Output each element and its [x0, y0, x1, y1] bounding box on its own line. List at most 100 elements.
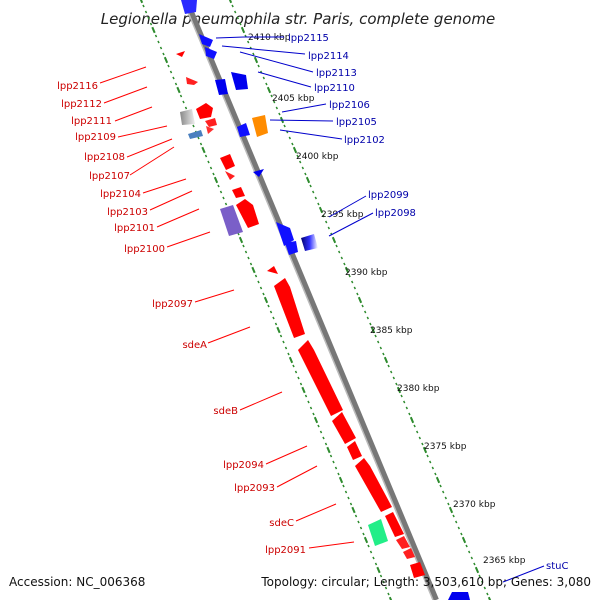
gene-label-lpp2114[interactable]: lpp2114	[308, 51, 349, 62]
gene-lpp2101b[interactable]	[236, 199, 259, 228]
outer-tick	[357, 296, 363, 304]
kbp-label: 2400 kbp	[296, 152, 339, 162]
gene-2110b[interactable]	[215, 79, 228, 95]
inner-tick	[384, 586, 388, 590]
gene-lpp2104[interactable]	[220, 154, 235, 170]
gene-label-lpp2091[interactable]: lpp2091	[265, 545, 306, 556]
gene-sdeA[interactable]	[274, 278, 305, 338]
gene-lpp2098[interactable]	[301, 234, 318, 251]
gene-label-lpp2101[interactable]: lpp2101	[114, 223, 155, 234]
outer-tick	[322, 214, 325, 218]
gene-label-lpp2112[interactable]: lpp2112	[61, 99, 102, 110]
inner-tick	[217, 184, 220, 188]
gene-2099b[interactable]	[285, 241, 298, 255]
gene-label-lpp2111[interactable]: lpp2111	[71, 116, 112, 127]
outer-tick	[387, 364, 390, 368]
gene-lpp2093[interactable]	[347, 441, 362, 460]
inner-tick	[182, 100, 185, 104]
gene-lpp2105[interactable]	[252, 115, 268, 137]
outer-tick	[460, 532, 463, 536]
inner-tick	[267, 304, 270, 308]
inner-tick	[274, 322, 278, 326]
inner-tick	[204, 154, 208, 158]
outer-tick	[465, 544, 468, 548]
outer-tick	[275, 106, 278, 110]
gene-label-lpp2103[interactable]: lpp2103	[107, 207, 148, 218]
gene-label-lpp2104[interactable]: lpp2104	[100, 189, 141, 200]
gene-lpp2091b[interactable]	[385, 512, 404, 537]
gene-lpp2099[interactable]	[276, 222, 294, 246]
gene-label-lpp2093[interactable]: lpp2093	[234, 483, 275, 494]
gene-label-lpp2115[interactable]: lpp2115	[288, 33, 329, 44]
gene-lpp2091[interactable]	[368, 519, 388, 546]
inner-tick	[307, 400, 310, 404]
gene-lpp2109b[interactable]	[205, 118, 217, 127]
gene-label-lpp2109[interactable]: lpp2109	[75, 132, 116, 143]
outer-tick	[422, 446, 428, 454]
outer-tick	[247, 40, 250, 44]
gene-label-sdeB[interactable]: sdeB	[213, 406, 238, 417]
outer-tick	[278, 112, 281, 116]
outer-tick	[405, 406, 408, 410]
outer-tick	[408, 412, 411, 416]
gene-label-lpp2113[interactable]: lpp2113	[316, 68, 357, 79]
genome-backbone	[182, 0, 439, 600]
outer-tick	[383, 356, 389, 364]
gene-lpp2114[interactable]	[199, 34, 213, 47]
inner-tick	[176, 86, 181, 94]
gene-label-lpp2098[interactable]: lpp2098	[375, 208, 416, 219]
gene-lpp2102[interactable]	[253, 169, 264, 177]
gene-label-stuC[interactable]: stuC	[546, 561, 568, 572]
gene-label-lpp2102[interactable]: lpp2102	[344, 135, 385, 146]
inner-tick	[142, 4, 145, 8]
gene-lpp2112[interactable]	[186, 77, 198, 85]
kbp-label: 2390 kbp	[345, 268, 388, 278]
gene-label-lpp2097[interactable]: lpp2097	[152, 299, 193, 310]
gene-label-lpp2099[interactable]: lpp2099	[368, 190, 409, 201]
gene-lpp2097[interactable]	[267, 266, 278, 274]
gene-lpp2094[interactable]	[332, 412, 356, 444]
gene-lpp2116[interactable]	[176, 51, 185, 57]
gene-lpp2089[interactable]	[403, 548, 415, 559]
gene-lpp2101[interactable]	[220, 205, 243, 236]
inner-tick	[292, 364, 295, 368]
inner-tick	[197, 136, 200, 140]
gene-label-lpp2107[interactable]: lpp2107	[89, 171, 130, 182]
gene-label-sdeC[interactable]: sdeC	[269, 518, 294, 529]
inner-tick	[262, 292, 265, 296]
gene-lpp2110[interactable]	[231, 72, 248, 90]
gene-lpp2111[interactable]	[180, 109, 195, 125]
gene-sdeB[interactable]	[298, 340, 343, 416]
outer-tick	[309, 184, 312, 188]
gene-label-lpp2094[interactable]: lpp2094	[223, 460, 264, 471]
gene-label-lpp2110[interactable]: lpp2110	[314, 83, 355, 94]
gene-lpp2109[interactable]	[196, 103, 213, 119]
inner-tick	[162, 52, 165, 56]
outer-tick	[340, 256, 343, 260]
outer-tick	[364, 310, 367, 314]
gene-lpp2104b[interactable]	[225, 171, 235, 180]
inner-tick	[163, 56, 169, 64]
inner-tick	[149, 22, 153, 26]
outer-tick	[374, 334, 377, 338]
gene-lpp2090[interactable]	[396, 536, 410, 549]
gene-lpp2103[interactable]	[232, 187, 245, 198]
outer-tick	[377, 340, 380, 344]
outer-tick	[448, 506, 454, 514]
gene-stuC[interactable]	[448, 592, 470, 600]
inner-tick	[338, 476, 344, 484]
gene-lpp2113[interactable]	[205, 47, 217, 59]
gene-lpp2108[interactable]	[188, 130, 203, 139]
gene-label-lpp2116[interactable]: lpp2116	[57, 81, 98, 92]
gene-lpp2088[interactable]	[410, 562, 425, 578]
gene-sdeC[interactable]	[355, 458, 392, 512]
gene-label-lpp2105[interactable]: lpp2105	[336, 117, 377, 128]
gene-lpp2115[interactable]	[181, 0, 197, 14]
gene-lpp2106[interactable]	[237, 123, 250, 137]
gene-lpp2107[interactable]	[206, 126, 214, 134]
gene-label-lpp2108[interactable]: lpp2108	[84, 152, 125, 163]
reverse-gene-label-texts: lpp2116 lpp2112 lpp2111 lpp2109 lpp2108 …	[57, 81, 306, 556]
gene-label-sdeA[interactable]: sdeA	[182, 340, 207, 351]
gene-label-lpp2106[interactable]: lpp2106	[329, 100, 370, 111]
gene-label-lpp2100[interactable]: lpp2100	[124, 244, 165, 255]
